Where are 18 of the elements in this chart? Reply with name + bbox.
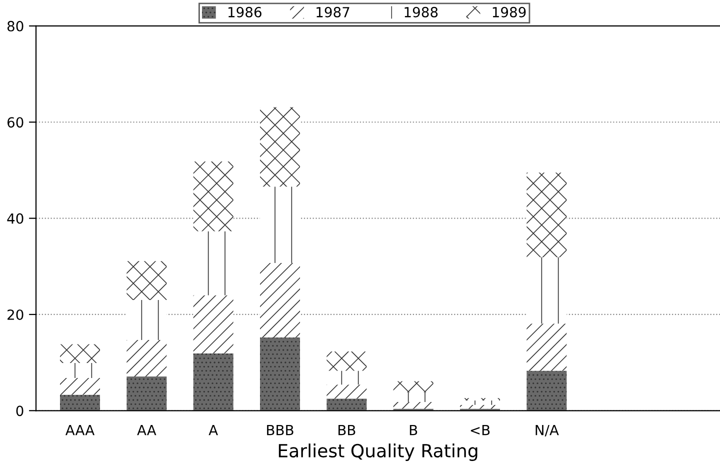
x-tick-label: BBB [267,424,294,436]
y-tick-label: 40 [7,213,24,224]
x-tick-label: <B [470,424,490,436]
legend-label: 1986 [228,6,262,18]
y-tick-label: 20 [8,309,24,320]
x-tick-label: AA [137,424,156,436]
x-tick-label: B [410,424,418,436]
x-tick-label: BB [338,424,356,436]
x-tick-label: A [208,424,218,436]
x-axis-title: Earliest Quality Rating [278,444,478,461]
x-tick-label: N/A [536,424,559,436]
legend-label: 1987 [316,6,350,18]
legend-label: 1989 [492,6,526,18]
y-tick-label: 80 [7,20,24,32]
x-tick-label: AAA [65,424,95,436]
legend-label: 1988 [404,6,438,18]
y-tick-label: 0 [16,406,24,416]
y-tick-label: 60 [7,117,24,128]
